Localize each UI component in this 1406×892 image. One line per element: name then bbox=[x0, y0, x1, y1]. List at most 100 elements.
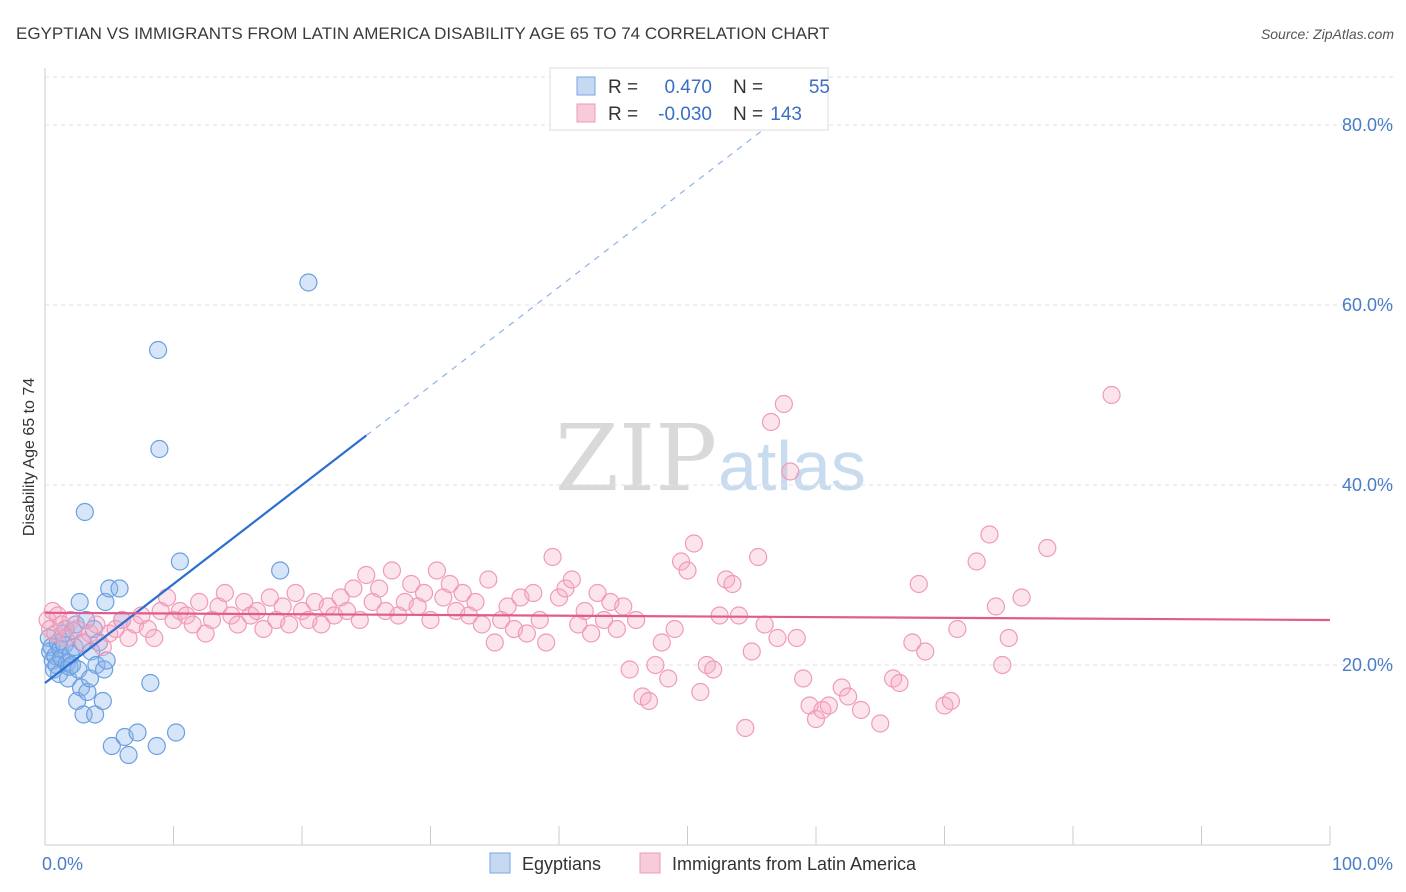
latin-america-point-143 bbox=[1012, 588, 1031, 607]
bottom-legend: Egyptians Immigrants from Latin America bbox=[489, 852, 917, 874]
latin-america-point-138 bbox=[967, 552, 986, 571]
latin-america-point-62 bbox=[414, 583, 434, 603]
latin-america-point-89 bbox=[588, 583, 607, 603]
latin-america-point-98 bbox=[646, 655, 665, 675]
chart-title: EGYPTIAN VS IMMIGRANTS FROM LATIN AMERIC… bbox=[16, 24, 829, 43]
latin-america-point-10 bbox=[80, 624, 100, 643]
latin-america-point-80 bbox=[530, 610, 549, 630]
latin-america-point-110 bbox=[723, 574, 742, 594]
latin-america-point-37 bbox=[254, 619, 273, 639]
latin-america-point-145 bbox=[1102, 385, 1121, 405]
latin-america-point-137 bbox=[948, 619, 967, 639]
egyptians-point-46 bbox=[119, 745, 138, 765]
latin-america-point-84 bbox=[556, 579, 575, 598]
gridlines bbox=[45, 76, 1393, 666]
latin-america-point-3 bbox=[46, 624, 65, 643]
latin-america-point-41 bbox=[280, 615, 299, 634]
y-tick-label-20: 20.0% bbox=[1342, 655, 1393, 675]
egyptians-point-37 bbox=[93, 691, 112, 711]
latin-america-point-107 bbox=[704, 660, 723, 679]
egyptians-point-43 bbox=[110, 579, 129, 598]
egyptians-point-30 bbox=[78, 682, 97, 702]
latin-america-trend-line bbox=[44, 611, 1331, 622]
legend-r-label-egyptians: R = bbox=[608, 77, 638, 98]
latin-america-point-70 bbox=[466, 592, 485, 612]
latin-america-point-7 bbox=[61, 610, 80, 630]
latin-america-point-19 bbox=[138, 619, 157, 639]
egyptians-point-41 bbox=[100, 579, 119, 598]
x-axis-ticks bbox=[44, 826, 1331, 845]
latin-america-point-128 bbox=[851, 700, 871, 720]
latin-america-point-132 bbox=[903, 633, 922, 652]
latin-america-point-99 bbox=[652, 633, 671, 652]
egyptians-point-50 bbox=[148, 340, 168, 360]
legend-n-label-latin-america: N = bbox=[733, 104, 763, 125]
latin-america-point-32 bbox=[222, 606, 241, 625]
legend-box bbox=[549, 67, 829, 131]
latin-america-point-125 bbox=[819, 696, 838, 715]
latin-america-point-115 bbox=[755, 615, 774, 634]
egyptians-point-28 bbox=[75, 502, 94, 522]
egyptians-points bbox=[39, 273, 318, 765]
latin-america-point-134 bbox=[916, 642, 935, 661]
legend-r-label-latin-america: R = bbox=[608, 104, 638, 125]
latin-america-point-112 bbox=[736, 718, 755, 738]
latin-america-point-22 bbox=[157, 588, 177, 607]
latin-america-point-60 bbox=[402, 574, 421, 594]
latin-america-point-66 bbox=[440, 574, 459, 594]
egyptians-point-42 bbox=[102, 736, 121, 756]
latin-america-point-78 bbox=[517, 624, 536, 643]
bottom-legend-swatch-egyptians bbox=[489, 852, 511, 874]
latin-america-point-94 bbox=[620, 660, 639, 679]
zipatlas-watermark: ZIP atlas bbox=[555, 405, 866, 512]
legend: R = 0.470 N = 55 R = -0.030 N = 143 bbox=[549, 67, 830, 131]
legend-n-label-egyptians: N = bbox=[733, 77, 763, 98]
y-tick-label-40: 40.0% bbox=[1342, 475, 1393, 495]
latin-america-point-64 bbox=[427, 561, 447, 580]
latin-america-point-38 bbox=[260, 588, 279, 607]
latin-america-point-26 bbox=[183, 615, 202, 634]
latin-america-point-68 bbox=[453, 583, 472, 603]
legend-r-value-latin-america: -0.030 bbox=[658, 104, 712, 125]
latin-america-point-52 bbox=[350, 610, 369, 630]
latin-america-point-133 bbox=[909, 574, 928, 594]
watermark-zip: ZIP bbox=[555, 405, 717, 512]
bottom-legend-label-egyptians: Egyptians bbox=[522, 854, 601, 874]
latin-america-point-33 bbox=[228, 615, 247, 634]
latin-america-point-82 bbox=[543, 547, 562, 567]
latin-america-point-129 bbox=[871, 714, 890, 733]
latin-america-point-71 bbox=[472, 615, 491, 634]
legend-swatch-egyptians bbox=[576, 76, 596, 96]
legend-n-value-egyptians: 55 bbox=[809, 77, 830, 98]
latin-america-point-93 bbox=[614, 597, 633, 616]
latin-america-point-72 bbox=[479, 570, 498, 589]
latin-america-point-142 bbox=[999, 628, 1018, 648]
y-tick-label-80: 80.0% bbox=[1342, 115, 1393, 135]
latin-america-point-100 bbox=[659, 669, 678, 688]
latin-america-point-141 bbox=[993, 655, 1012, 675]
egyptians-trend-extension bbox=[365, 128, 765, 436]
latin-america-point-51 bbox=[344, 579, 363, 598]
latin-america-point-102 bbox=[671, 552, 691, 571]
latin-america-point-55 bbox=[370, 579, 389, 598]
latin-america-point-83 bbox=[549, 588, 569, 607]
latin-america-point-36 bbox=[247, 601, 267, 621]
latin-america-point-126 bbox=[832, 678, 851, 697]
x-tick-label-min: 0.0% bbox=[42, 854, 83, 874]
latin-america-point-136 bbox=[941, 691, 961, 711]
latin-america-point-113 bbox=[742, 642, 761, 661]
latin-america-point-79 bbox=[524, 583, 543, 603]
latin-america-point-20 bbox=[145, 628, 164, 648]
latin-america-point-27 bbox=[190, 592, 209, 612]
egyptians-point-52 bbox=[166, 723, 186, 742]
egyptians-point-49 bbox=[147, 736, 166, 756]
latin-america-point-25 bbox=[177, 606, 196, 625]
egyptians-point-47 bbox=[128, 723, 147, 742]
latin-america-point-119 bbox=[781, 462, 800, 481]
egyptians-point-54 bbox=[271, 561, 290, 580]
latin-america-point-97 bbox=[639, 691, 659, 711]
latin-america-point-81 bbox=[537, 633, 556, 652]
y-axis-label: Disability Age 65 to 74 bbox=[21, 378, 38, 536]
latin-america-point-121 bbox=[794, 669, 813, 688]
